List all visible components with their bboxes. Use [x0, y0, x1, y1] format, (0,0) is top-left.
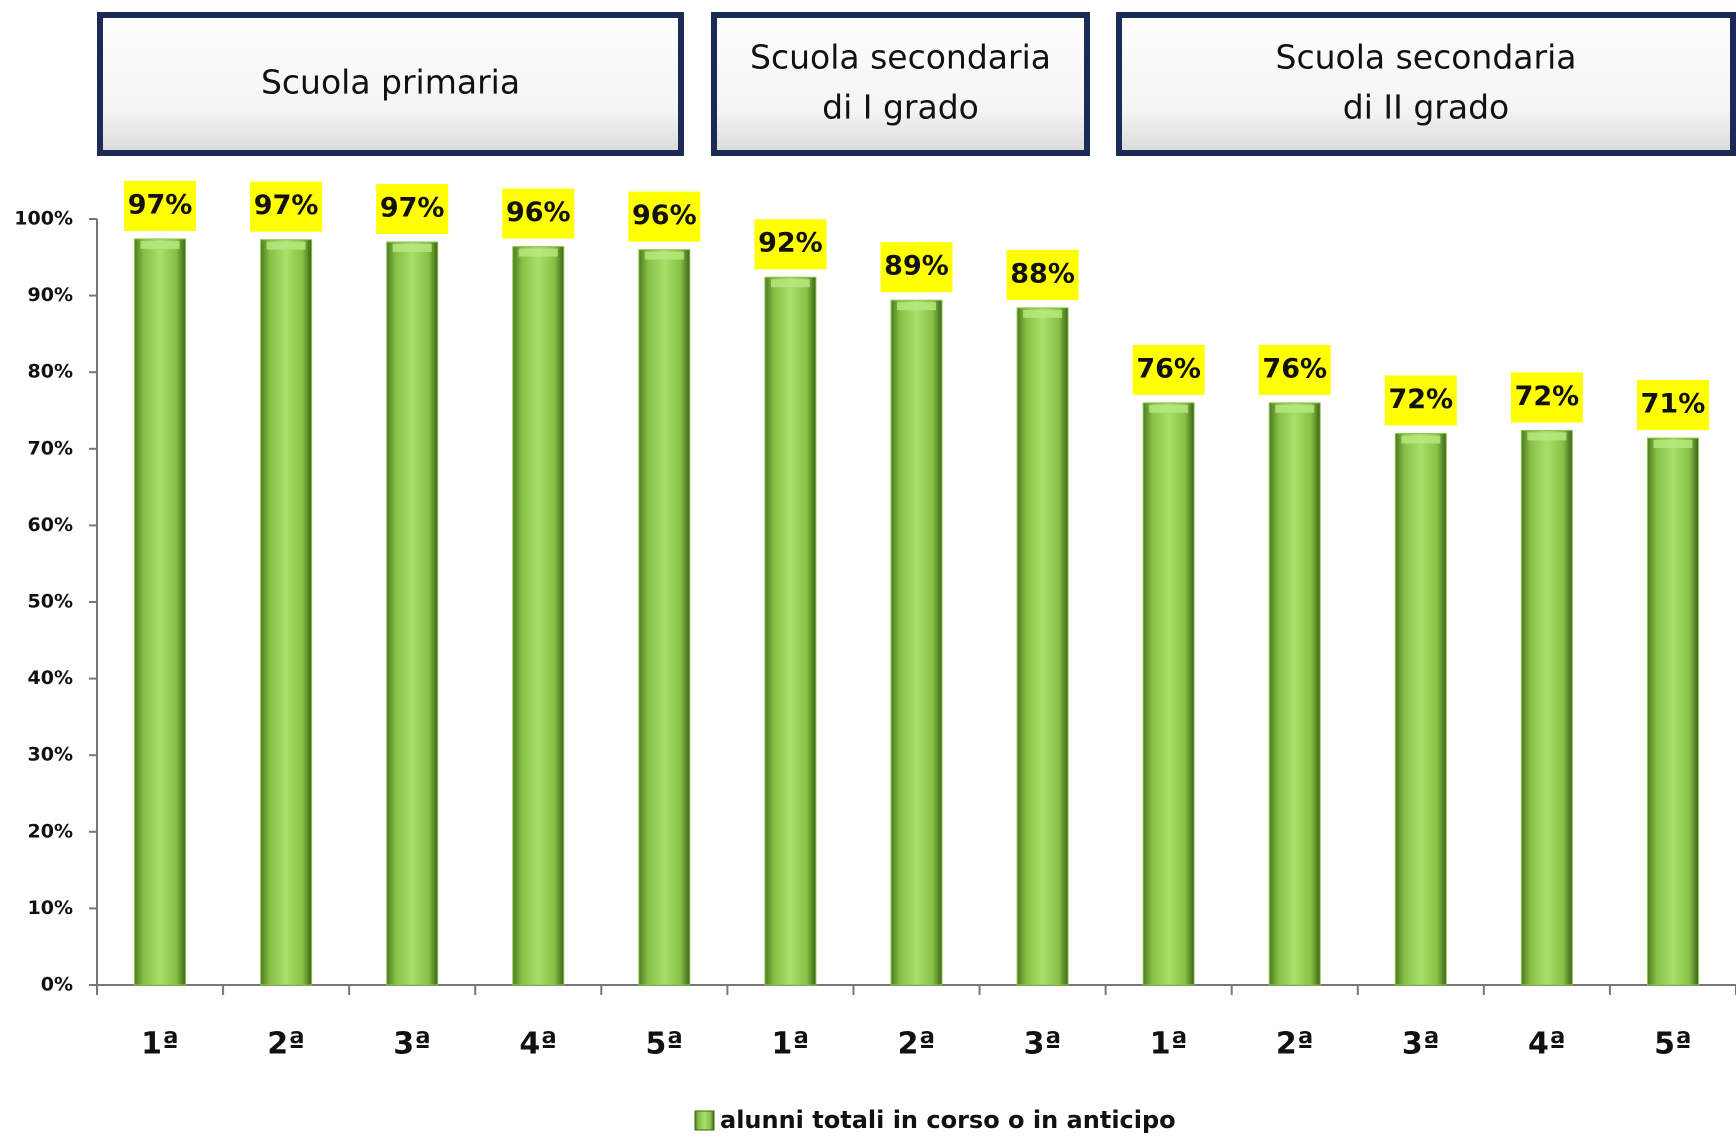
bar-cap [897, 302, 936, 311]
value-label-bg [628, 191, 701, 242]
bar [638, 249, 691, 986]
bar-cap [1275, 404, 1315, 413]
bar [1016, 307, 1069, 986]
group-box [97, 12, 684, 156]
bar [764, 276, 817, 986]
group-label: di I grado [822, 88, 979, 127]
group-label: di II grado [1343, 88, 1509, 127]
group-label: Scuola secondaria [750, 38, 1051, 77]
y-tick-label: 70% [28, 437, 73, 459]
value-label: 72% [1515, 381, 1580, 412]
value-label-bg [376, 183, 449, 234]
value-label-bg [502, 188, 575, 239]
x-tick-label: 4ª [519, 1027, 557, 1062]
value-label-bg [1510, 372, 1583, 423]
y-tick-label: 80% [28, 361, 73, 383]
bar-cap [1401, 435, 1441, 444]
value-label-bg [754, 219, 827, 270]
group-label: Scuola secondaria [1276, 38, 1577, 77]
bar [134, 238, 187, 986]
value-label: 97% [128, 189, 193, 220]
group-box [1116, 12, 1736, 156]
value-label: 89% [884, 251, 949, 282]
value-label-bg [250, 181, 323, 232]
bar-cap [770, 279, 810, 288]
value-label-bg [1636, 380, 1709, 431]
bar [1268, 402, 1321, 986]
bar-cap [1527, 432, 1567, 441]
y-tick-label: 0% [41, 974, 73, 996]
legend-label: alunni totali in corso o in anticipo [720, 1106, 1176, 1134]
bar-cap [1023, 309, 1063, 318]
value-label: 92% [758, 228, 823, 259]
value-label-bg [1132, 344, 1205, 395]
x-tick-label: 2ª [1276, 1027, 1314, 1062]
value-label: 96% [506, 197, 571, 228]
value-label: 72% [1388, 384, 1453, 415]
x-tick-label: 3ª [1402, 1027, 1440, 1062]
group-box [711, 12, 1090, 156]
value-label: 97% [254, 190, 319, 221]
group-label: Scuola primaria [261, 63, 520, 102]
x-tick-label: 5ª [1654, 1027, 1692, 1062]
x-tick-label: 1ª [772, 1027, 810, 1062]
value-label: 97% [380, 192, 445, 223]
value-label: 76% [1136, 353, 1201, 384]
x-tick-label: 3ª [1024, 1027, 1062, 1062]
y-tick-label: 10% [28, 897, 73, 919]
bar-cap [392, 243, 432, 252]
legend-swatch [694, 1110, 715, 1131]
bar-cap [1149, 404, 1189, 413]
value-label-bg [1258, 344, 1331, 395]
bar [1142, 402, 1195, 986]
y-tick-label: 30% [28, 744, 73, 766]
x-tick-label: 4ª [1528, 1027, 1566, 1062]
bar-cap [266, 241, 306, 250]
y-tick-label: 50% [28, 591, 73, 613]
bar [1520, 429, 1573, 986]
value-label-bg [124, 180, 197, 231]
value-label-bg [1006, 249, 1079, 300]
x-tick-label: 1ª [1150, 1027, 1188, 1062]
value-label: 88% [1010, 258, 1075, 289]
bar-cap [644, 251, 684, 260]
x-tick-label: 3ª [393, 1027, 431, 1062]
bar [260, 239, 313, 986]
value-label: 96% [632, 200, 697, 231]
value-label: 76% [1262, 353, 1327, 384]
y-tick-label: 100% [14, 208, 73, 230]
y-tick-label: 20% [28, 820, 73, 842]
value-label-bg [1384, 375, 1457, 426]
bar-cap [518, 248, 558, 257]
x-tick-label: 1ª [141, 1027, 179, 1062]
x-tick-label: 5ª [645, 1027, 683, 1062]
bar [890, 299, 943, 986]
bar-cap [140, 240, 180, 249]
value-label: 71% [1641, 389, 1706, 420]
bar [386, 241, 439, 986]
bar [512, 246, 565, 986]
bar-cap [1653, 440, 1693, 449]
x-tick-label: 2ª [267, 1027, 305, 1062]
y-tick-label: 90% [28, 284, 73, 306]
y-tick-label: 60% [28, 514, 73, 536]
value-label-bg [880, 242, 953, 293]
x-tick-label: 2ª [898, 1027, 936, 1062]
bar [1394, 432, 1447, 986]
bar [1646, 437, 1699, 986]
y-tick-label: 40% [28, 667, 73, 689]
